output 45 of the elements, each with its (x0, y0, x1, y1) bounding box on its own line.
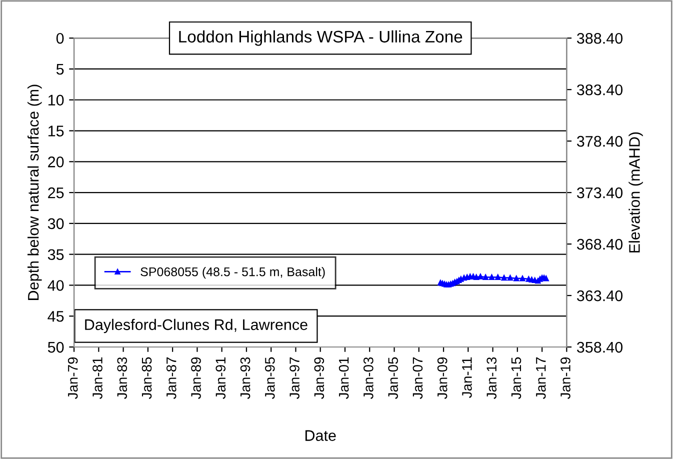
y2-tick-label: 383.40 (576, 84, 623, 96)
x-tick-label: Jan-97 (290, 357, 300, 399)
y-tick-label: 45 (48, 311, 64, 322)
chart-title: Loddon Highlands WSPA - Ullina Zone (179, 30, 462, 46)
x-tick-label: Jan-03 (364, 357, 374, 399)
x-tick-label: Jan-07 (412, 357, 423, 399)
y-tick-label: 35 (48, 249, 64, 260)
x-tick-label: Jan-87 (166, 357, 176, 399)
x-tick-label: Jan-95 (264, 357, 275, 399)
x-tick-label: Jan-83 (117, 357, 128, 399)
x-tick-label: Jan-89 (191, 357, 201, 399)
x-tick-label: Jan-13 (486, 357, 497, 399)
y2-tick-label: 368.40 (576, 238, 623, 250)
y2-tick-label: 358.40 (576, 342, 623, 353)
y-axis-title: Depth below natural surface (m) (28, 84, 42, 300)
legend-label: SP068055 (48.5 - 51.5 m, Basalt) (140, 267, 325, 279)
y2-tick-label: 378.40 (576, 136, 623, 147)
x-tick-label: Jan-93 (240, 357, 250, 399)
y2-tick-label: 373.40 (576, 187, 623, 198)
y-tick-label: 20 (48, 156, 64, 168)
y-tick-label: 15 (48, 126, 64, 136)
x-tick-label: Jan-17 (536, 357, 546, 399)
x-tick-label: Jan-99 (314, 357, 324, 399)
y2-tick-label: 388.40 (576, 32, 623, 44)
x-tick-label: Jan-85 (142, 357, 152, 399)
y2-tick-label: 363.40 (576, 290, 623, 302)
y-tick-label: 30 (48, 218, 64, 230)
y-tick-label: 50 (48, 342, 64, 353)
x-tick-label: Jan-11 (462, 357, 472, 398)
y-tick-label: 10 (48, 94, 64, 106)
y-tick-label: 0 (56, 32, 64, 44)
y-tick-label: 40 (48, 280, 64, 291)
x-tick-label: Jan-79 (68, 357, 78, 399)
x-tick-label: Jan-91 (216, 357, 226, 399)
x-tick-label: Jan-19 (560, 357, 570, 399)
y-tick-label: 5 (56, 64, 64, 75)
x-tick-label: Jan-81 (92, 357, 102, 399)
annotation: Daylesford-Clunes Rd, Lawrence (85, 318, 308, 334)
x-tick-label: Jan-15 (511, 357, 522, 399)
x-tick-label: Jan-01 (338, 357, 349, 399)
y-tick-label: 25 (48, 187, 64, 198)
x-tick-label: Jan-09 (437, 357, 448, 399)
x-axis-title: Date (305, 430, 336, 441)
x-tick-label: Jan-05 (388, 357, 398, 399)
y2-axis-title: Elevation (mAHD) (628, 132, 643, 252)
